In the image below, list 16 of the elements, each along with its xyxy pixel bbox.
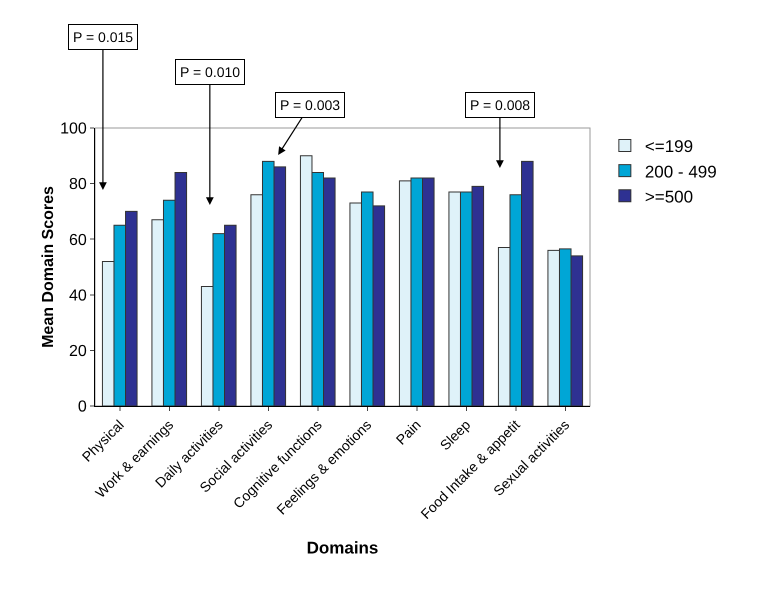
legend-label: >=500 xyxy=(644,187,694,206)
text: P = 0.010 xyxy=(180,64,240,80)
text: P = 0.015 xyxy=(73,29,134,45)
y-axis-title: Mean Domain Scores xyxy=(40,186,57,348)
y-tick-label: 60 xyxy=(69,232,87,249)
text: P = 0.008 xyxy=(470,97,530,113)
x-tick-label: Pain xyxy=(392,416,424,448)
y-tick-label: 80 xyxy=(69,176,87,194)
y-tick-label: 40 xyxy=(69,287,87,304)
y-tick-label: 100 xyxy=(60,120,87,138)
y-tick-label: 20 xyxy=(69,343,87,360)
legend-label: <=199 xyxy=(644,137,694,156)
y-tick-label: 0 xyxy=(78,398,87,416)
x-axis-title: Domains xyxy=(306,538,378,558)
legend-label: 200 - 499 xyxy=(644,162,717,182)
text: P = 0.003 xyxy=(280,97,340,113)
